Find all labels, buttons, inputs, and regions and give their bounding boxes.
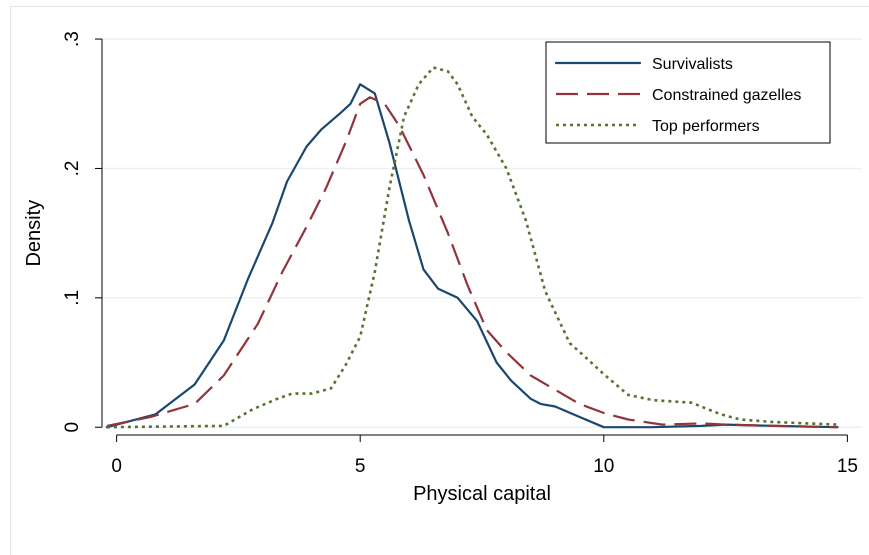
legend-label: Constrained gazelles — [652, 87, 801, 104]
series-layer — [105, 66, 839, 429]
y-tick-label: .2 — [62, 161, 83, 177]
axes-layer: 0 .1 .2 .3 0 5 10 15 — [62, 31, 858, 477]
x-tick-label: 10 — [593, 456, 614, 477]
legend-label: Top performers — [652, 118, 760, 135]
series-line-top-performers — [106, 66, 838, 429]
legend-label: Survivalists — [652, 56, 733, 73]
chart-frame — [10, 6, 869, 555]
grid-layer — [102, 38, 862, 428]
legend: Survivalists Constrained gazelles Top perf… — [545, 41, 831, 144]
x-tick-label: 0 — [111, 456, 122, 477]
x-tick-label: 5 — [355, 456, 366, 477]
x-axis-title: Physical capital — [413, 483, 551, 505]
series-line-survivalists — [105, 83, 839, 429]
series-line-constrained-gazelles — [106, 96, 838, 429]
x-tick-label: 15 — [837, 456, 858, 477]
y-axis-title: Density — [23, 200, 45, 267]
y-tick-label: .3 — [62, 31, 83, 47]
y-tick-label: 0 — [62, 422, 83, 433]
y-tick-label: .1 — [62, 290, 83, 306]
